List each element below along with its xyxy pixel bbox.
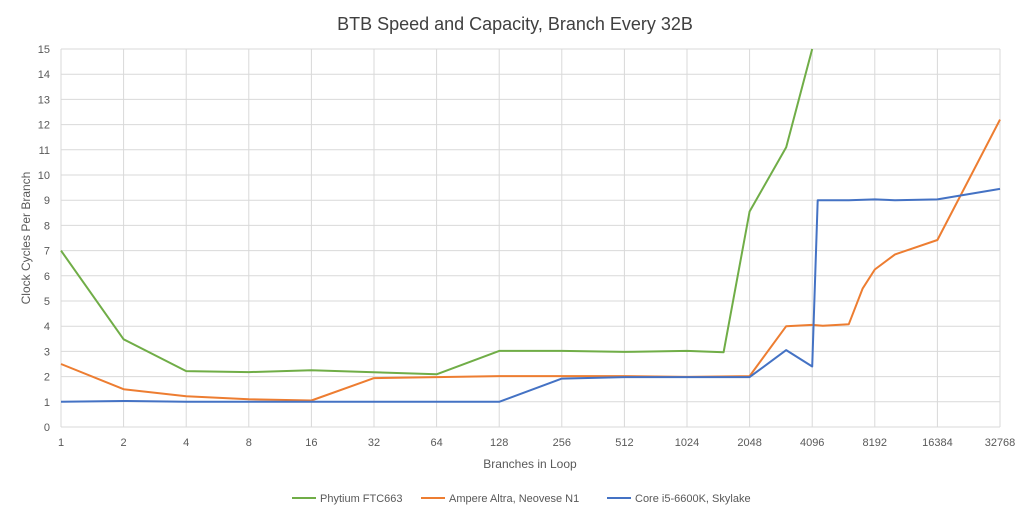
y-tick-label: 10 (38, 170, 50, 182)
y-tick-label: 9 (44, 195, 50, 207)
x-tick-label: 512 (615, 437, 633, 449)
x-tick-label: 32768 (985, 437, 1016, 449)
x-tick-label: 8 (246, 437, 252, 449)
y-tick-label: 5 (44, 296, 50, 308)
x-tick-label: 1024 (675, 437, 699, 449)
y-tick-label: 15 (38, 44, 50, 56)
x-tick-label: 4096 (800, 437, 824, 449)
x-tick-label: 64 (430, 437, 442, 449)
series-line-1 (60, 48, 814, 376)
y-tick-label: 13 (38, 94, 50, 106)
chart-title: BTB Speed and Capacity, Branch Every 32B (337, 14, 693, 34)
x-tick-label: 16 (305, 437, 317, 449)
y-axis-title: Clock Cycles Per Branch (19, 172, 33, 305)
legend-label: Core i5-6600K, Skylake (635, 493, 751, 505)
x-tick-label: 8192 (863, 437, 887, 449)
x-tick-label: 16384 (922, 437, 953, 449)
gridlines (60, 48, 1001, 428)
x-tick-label: 32 (368, 437, 380, 449)
legend-label: Ampere Altra, Neovese N1 (449, 493, 579, 505)
y-tick-label: 4 (44, 321, 50, 333)
y-tick-label: 2 (44, 372, 50, 384)
x-tick-label: 128 (490, 437, 508, 449)
legend-label: Phytium FTC663 (320, 493, 403, 505)
y-tick-label: 8 (44, 220, 50, 232)
x-tick-label: 2 (121, 437, 127, 449)
y-tick-label: 3 (44, 346, 50, 358)
series-line-3 (60, 187, 1001, 403)
x-tick-label: 2048 (737, 437, 761, 449)
y-tick-label: 12 (38, 120, 50, 132)
y-tick-label: 6 (44, 271, 50, 283)
y-tick-label: 14 (38, 69, 50, 81)
series-lines (60, 48, 1001, 403)
y-tick-label: 11 (39, 145, 50, 157)
y-tick-label: 0 (44, 422, 50, 434)
x-axis-ticks: 1 2 4 8 16 32 64 128 256 512 1024 2048 4096 8192 16384… (58, 437, 1015, 449)
x-tick-label: 256 (553, 437, 571, 449)
x-tick-label: 1 (58, 437, 64, 449)
x-tick-label: 4 (183, 437, 189, 449)
legend: Phytium FTC663 Ampere Altra, Neovese N1 Co… (292, 493, 751, 505)
y-tick-label: 7 (44, 246, 50, 258)
y-tick-label: 1 (44, 397, 50, 409)
x-axis-title: Branches in Loop (483, 457, 577, 471)
